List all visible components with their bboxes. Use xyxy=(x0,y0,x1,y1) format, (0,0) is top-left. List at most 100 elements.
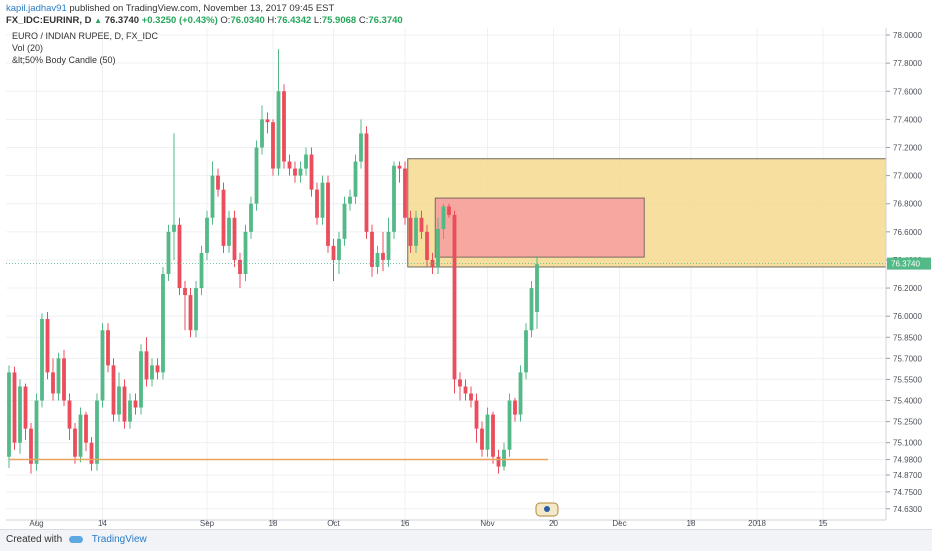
candle-body[interactable] xyxy=(491,414,495,457)
candle-body[interactable] xyxy=(117,386,121,415)
candle-body[interactable] xyxy=(111,365,116,415)
candle-body[interactable] xyxy=(78,414,83,457)
candle-body[interactable] xyxy=(23,386,28,429)
tradingview-brand[interactable]: TradingView xyxy=(91,534,147,545)
candle-body[interactable] xyxy=(243,231,248,274)
candle-body[interactable] xyxy=(34,400,39,464)
candle-body[interactable] xyxy=(425,231,429,260)
candle-body[interactable] xyxy=(364,133,369,232)
candle-body[interactable] xyxy=(18,386,22,443)
candle-body[interactable] xyxy=(447,206,451,215)
candle-body[interactable] xyxy=(238,259,242,274)
candle-body[interactable] xyxy=(474,400,479,429)
candle-body[interactable] xyxy=(210,175,215,218)
candle-body[interactable] xyxy=(276,91,281,169)
candle-body[interactable] xyxy=(326,182,330,246)
candle-body[interactable] xyxy=(139,351,143,408)
candle-body[interactable] xyxy=(282,91,286,162)
author-link[interactable]: kapil.jadhav91 xyxy=(6,3,67,14)
candle-body[interactable] xyxy=(7,372,11,457)
candle-body[interactable] xyxy=(315,189,319,218)
candle-body[interactable] xyxy=(452,214,457,380)
candle-body[interactable] xyxy=(287,161,292,169)
candle-body[interactable] xyxy=(188,295,193,331)
candle-body[interactable] xyxy=(128,400,132,422)
candle-body[interactable] xyxy=(254,147,259,204)
candle-body[interactable] xyxy=(172,224,176,232)
candle-body[interactable] xyxy=(386,231,391,260)
candle-body[interactable] xyxy=(414,217,418,246)
candle-body[interactable] xyxy=(45,318,50,373)
candle-body[interactable] xyxy=(381,252,385,260)
candle-body[interactable] xyxy=(73,428,77,457)
candle-body[interactable] xyxy=(480,428,484,450)
candle-body[interactable] xyxy=(375,252,380,267)
candle-body[interactable] xyxy=(221,189,226,246)
candle-body[interactable] xyxy=(29,428,33,464)
candle-body[interactable] xyxy=(309,154,314,190)
candle-body[interactable] xyxy=(271,122,275,169)
candle-body[interactable] xyxy=(353,161,358,197)
candle-body[interactable] xyxy=(535,264,539,312)
event-icon[interactable] xyxy=(535,502,559,517)
candle-body[interactable] xyxy=(320,182,325,218)
candle-body[interactable] xyxy=(62,358,66,401)
candle-body[interactable] xyxy=(133,400,138,408)
candle-body[interactable] xyxy=(89,442,94,464)
candle-body[interactable] xyxy=(265,119,270,123)
candle-body[interactable] xyxy=(496,456,501,467)
candle-body[interactable] xyxy=(95,400,99,464)
candle-body[interactable] xyxy=(183,288,187,296)
price-chart[interactable]: 78.0000 77.8000 77.6000 77.4000 77.2000 77.00… xyxy=(0,0,932,529)
candle-body[interactable] xyxy=(216,175,220,190)
candle-body[interactable] xyxy=(249,203,253,232)
candle-body[interactable] xyxy=(199,252,204,289)
candle-body[interactable] xyxy=(348,196,352,204)
candle-body[interactable] xyxy=(469,393,473,401)
price-axis[interactable]: 78.0000 77.8000 77.6000 77.4000 77.2000 77.00… xyxy=(886,31,931,514)
candle-body[interactable] xyxy=(331,245,336,260)
candle-body[interactable] xyxy=(370,231,374,267)
candle-body[interactable] xyxy=(304,154,308,169)
candle-body[interactable] xyxy=(513,400,517,415)
candle-body[interactable] xyxy=(524,330,528,373)
candle-body[interactable] xyxy=(298,168,303,176)
candle-body[interactable] xyxy=(397,165,402,169)
candle-body[interactable] xyxy=(161,274,165,373)
candle-body[interactable] xyxy=(106,330,110,366)
candle-body[interactable] xyxy=(155,365,160,373)
candle-body[interactable] xyxy=(436,229,440,267)
candle-body[interactable] xyxy=(150,365,154,380)
candle-body[interactable] xyxy=(408,217,413,246)
candle-body[interactable] xyxy=(260,119,264,148)
candle-body[interactable] xyxy=(227,217,231,246)
candle-body[interactable] xyxy=(485,414,490,450)
candle-body[interactable] xyxy=(293,168,297,176)
candle-body[interactable] xyxy=(502,449,506,467)
candle-body[interactable] xyxy=(518,372,523,415)
candle-body[interactable] xyxy=(463,386,468,394)
candle-body[interactable] xyxy=(419,217,424,232)
plot-area[interactable] xyxy=(6,28,886,520)
candle-body[interactable] xyxy=(441,206,446,230)
candle-body[interactable] xyxy=(337,238,341,260)
candle-body[interactable] xyxy=(403,168,407,218)
candle-body[interactable] xyxy=(392,165,396,232)
candle-body[interactable] xyxy=(144,351,149,380)
candle-body[interactable] xyxy=(359,133,363,162)
candle-body[interactable] xyxy=(232,217,237,260)
candle-body[interactable] xyxy=(507,400,512,450)
candle-body[interactable] xyxy=(12,372,17,443)
candle-body[interactable] xyxy=(56,358,61,394)
candle-body[interactable] xyxy=(458,379,462,387)
candle-body[interactable] xyxy=(67,400,72,429)
inner-zone[interactable] xyxy=(434,197,645,258)
time-axis[interactable]: Aug 14 Sep 18 Oct 16 Nov 20 Dec 18 2018 15 xyxy=(29,519,828,528)
candle-body[interactable] xyxy=(166,231,171,274)
candle-body[interactable] xyxy=(100,330,105,401)
candle-body[interactable] xyxy=(177,224,182,289)
candle-body[interactable] xyxy=(194,288,198,331)
candle-body[interactable] xyxy=(51,372,55,394)
candle-body[interactable] xyxy=(122,386,127,422)
candle-body[interactable] xyxy=(342,203,347,239)
